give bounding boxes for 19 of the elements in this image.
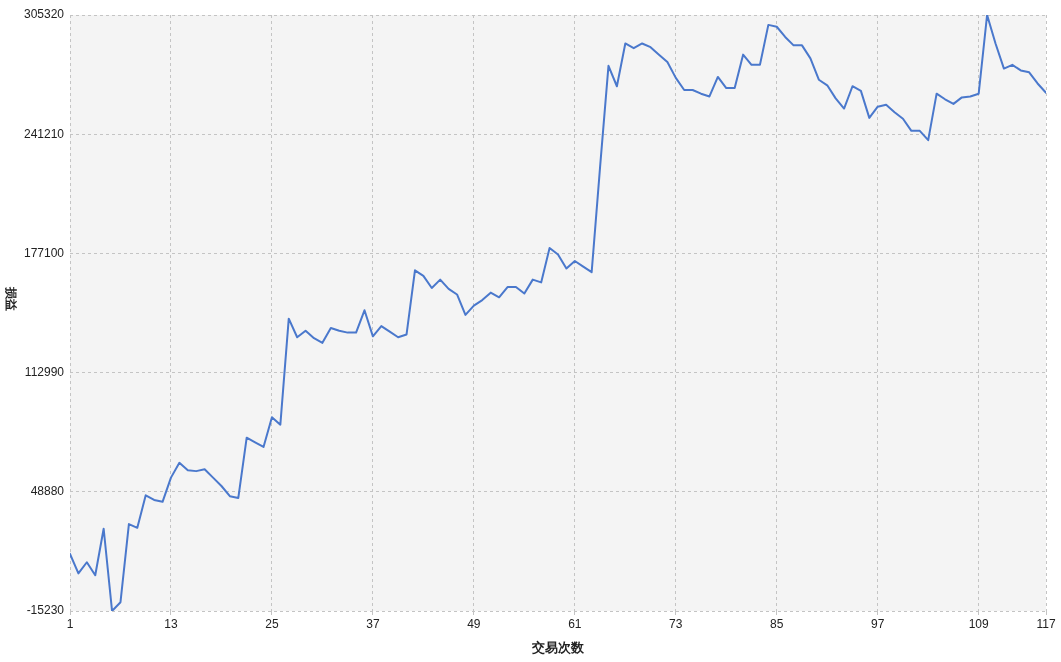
x-tick-label: 13 xyxy=(164,616,178,631)
x-tick-label: 85 xyxy=(770,616,784,631)
x-tick-label: 109 xyxy=(968,616,990,631)
y-axis-title: 损益 xyxy=(3,286,18,311)
x-tick-label: 37 xyxy=(366,616,380,631)
x-tick-label: 61 xyxy=(568,616,582,631)
x-tick-label: 117 xyxy=(1036,616,1056,631)
y-tick-label: 305320 xyxy=(23,7,65,22)
x-tick-label: 49 xyxy=(467,616,481,631)
x-tick-label: 1 xyxy=(66,616,74,631)
y-tick-label: 48880 xyxy=(30,484,65,499)
x-tick-label: 25 xyxy=(265,616,279,631)
x-tick-label: 97 xyxy=(871,616,885,631)
x-tick-label: 73 xyxy=(669,616,683,631)
y-tick-label: -15230 xyxy=(26,603,65,618)
y-tick-label: 177100 xyxy=(23,245,65,260)
y-tick-label: 112990 xyxy=(24,364,65,379)
y-tick-label: 241210 xyxy=(23,126,65,141)
x-axis-title: 交易次数 xyxy=(531,639,585,655)
